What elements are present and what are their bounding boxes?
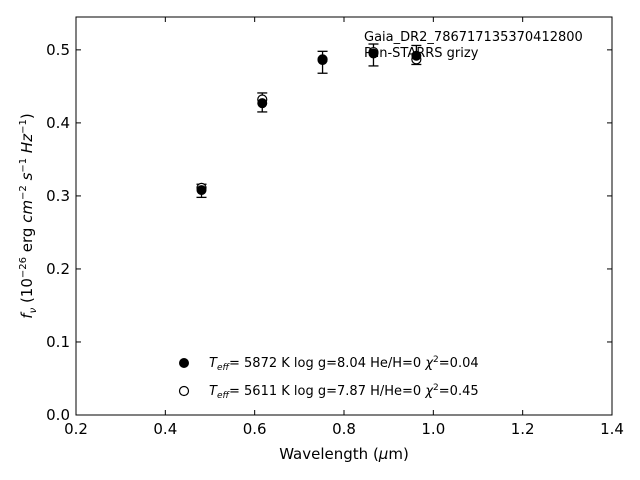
filled-point [257, 98, 268, 109]
legend-marker-open [178, 385, 190, 397]
x-tick-label: 0.8 [332, 420, 356, 438]
y-tick-label: 0.3 [46, 187, 70, 205]
legend-entry-1: Teff= 5872 K log g=8.04 He/H=0 χ2=0.04 [209, 355, 479, 373]
legend: Teff= 5872 K log g=8.04 He/H=0 χ2=0.04 T… [178, 355, 479, 401]
legend-marker-filled [179, 358, 189, 368]
chart-marks [196, 43, 422, 199]
y-tick-label: 0.0 [46, 406, 70, 424]
filled-point [368, 48, 379, 59]
filled-point [196, 185, 207, 196]
x-tick-label: 1.0 [421, 420, 445, 438]
y-tick-label: 0.5 [46, 41, 70, 59]
x-tick-label: 0.4 [153, 420, 177, 438]
x-tick-label: 0.2 [64, 420, 88, 438]
annotation-source: Gaia_DR2_786717135370412800 [364, 30, 583, 45]
y-tick-label: 0.2 [46, 260, 70, 278]
x-axis-label: Wavelength (μm) [279, 445, 409, 463]
y-tick-label: 0.1 [46, 333, 70, 351]
filled-point [317, 55, 328, 66]
filled-point [411, 50, 422, 61]
axis-ticks: 0.2 0.4 0.6 0.8 1.0 1.2 1.4 0.0 0.1 0.2 0.3 0.4 0.5 [46, 17, 624, 438]
x-tick-label: 1.2 [511, 420, 535, 438]
annotation-survey: Pan-STARRS grizy [364, 46, 479, 61]
legend-entry-2: Teff= 5611 K log g=7.87 H/He=0 χ2=0.45 [209, 383, 479, 401]
x-tick-label: 0.6 [243, 420, 267, 438]
x-tick-label: 1.4 [600, 420, 624, 438]
y-axis-label: fν (10−26 erg cm−2 s−1 Hz−1) [18, 113, 39, 318]
y-tick-label: 0.4 [46, 114, 70, 132]
